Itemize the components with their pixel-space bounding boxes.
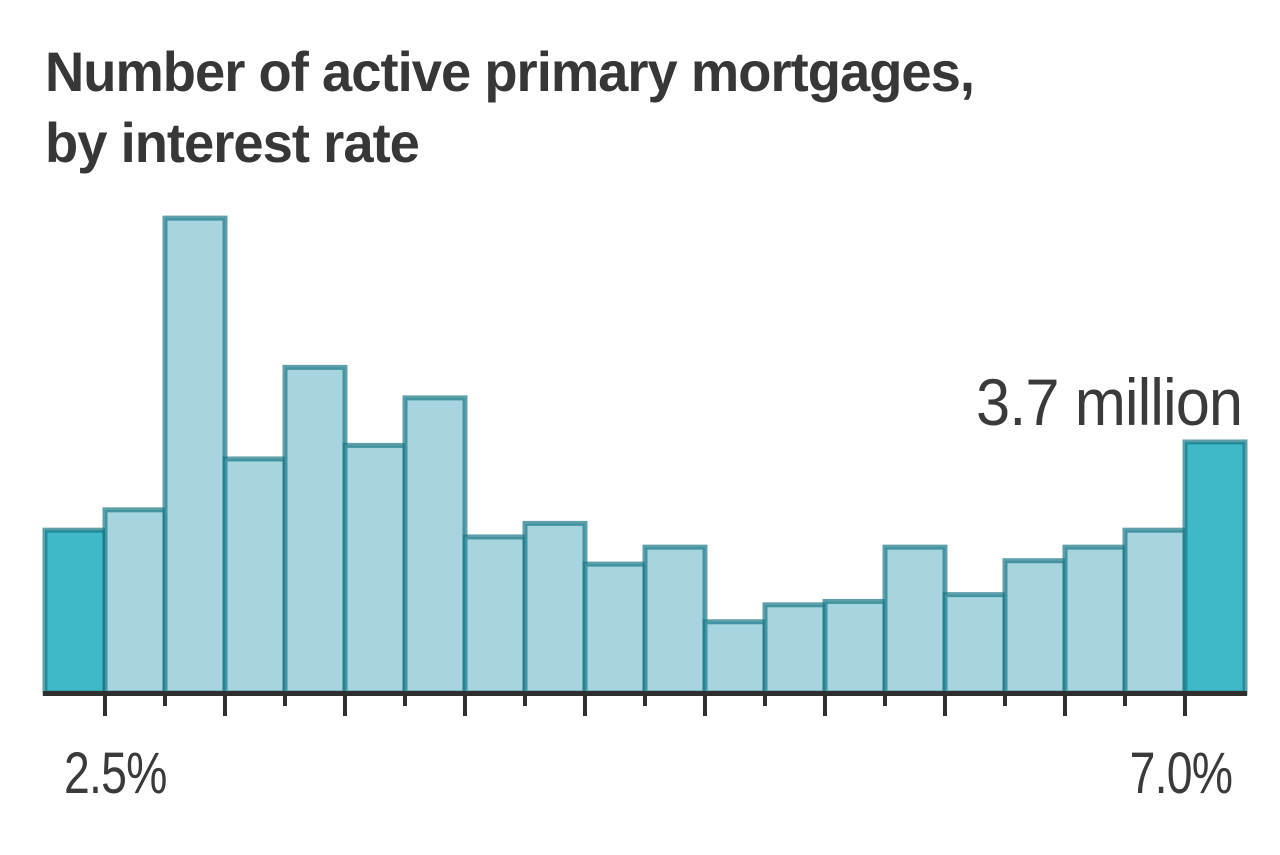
x-axis-major-tick [1063, 696, 1067, 716]
x-axis-major-tick [463, 696, 467, 716]
x-axis-major-tick [703, 696, 707, 716]
x-axis-minor-tick [763, 696, 767, 706]
histogram-bar-highlighted [42, 527, 108, 696]
x-axis-minor-tick [1003, 696, 1007, 706]
histogram-bar [522, 520, 588, 696]
x-axis-major-tick [1183, 696, 1187, 716]
histogram-bar [642, 544, 708, 696]
x-axis-minor-tick [523, 696, 527, 706]
x-axis-major-tick [103, 696, 107, 716]
x-axis-minor-tick [403, 696, 407, 706]
x-axis-major-tick [583, 696, 587, 716]
histogram-bar [1062, 544, 1128, 696]
chart-title-line2: by interest rate [45, 111, 420, 174]
x-axis-major-tick [823, 696, 827, 716]
chart-title: Number of active primary mortgages, by i… [45, 36, 1003, 178]
x-axis-major-tick [223, 696, 227, 716]
x-axis-label-min: 2.5% [64, 741, 167, 806]
histogram-bar [702, 619, 768, 696]
x-axis-major-tick [943, 696, 947, 716]
histogram-bar [342, 442, 408, 696]
x-axis-line [43, 691, 1247, 696]
chart-title-line1: Number of active primary mortgages, [45, 40, 975, 103]
histogram-bar [582, 561, 648, 696]
histogram-bar [162, 215, 228, 696]
x-axis-minor-tick [283, 696, 287, 706]
histogram-bar [882, 544, 948, 696]
x-axis-minor-tick [643, 696, 647, 706]
x-axis-minor-tick [1123, 696, 1127, 706]
histogram-bar [942, 592, 1008, 696]
x-axis-label-max: 7.0% [1129, 741, 1232, 806]
histogram-bar-highlighted [1182, 439, 1248, 696]
histogram-bar [282, 364, 348, 696]
histogram-bar [1122, 527, 1188, 696]
x-axis-minor-tick [163, 696, 167, 706]
histogram-bar [462, 534, 528, 696]
histogram-bar [102, 507, 168, 696]
histogram-bar [822, 598, 888, 696]
histogram-bar [222, 456, 288, 696]
histogram-bar [402, 395, 468, 696]
histogram-bar [1002, 558, 1068, 696]
x-axis-major-tick [343, 696, 347, 716]
x-axis-minor-tick [883, 696, 887, 706]
histogram-bar [762, 602, 828, 696]
annotation-value: 3.7 million [975, 365, 1243, 439]
